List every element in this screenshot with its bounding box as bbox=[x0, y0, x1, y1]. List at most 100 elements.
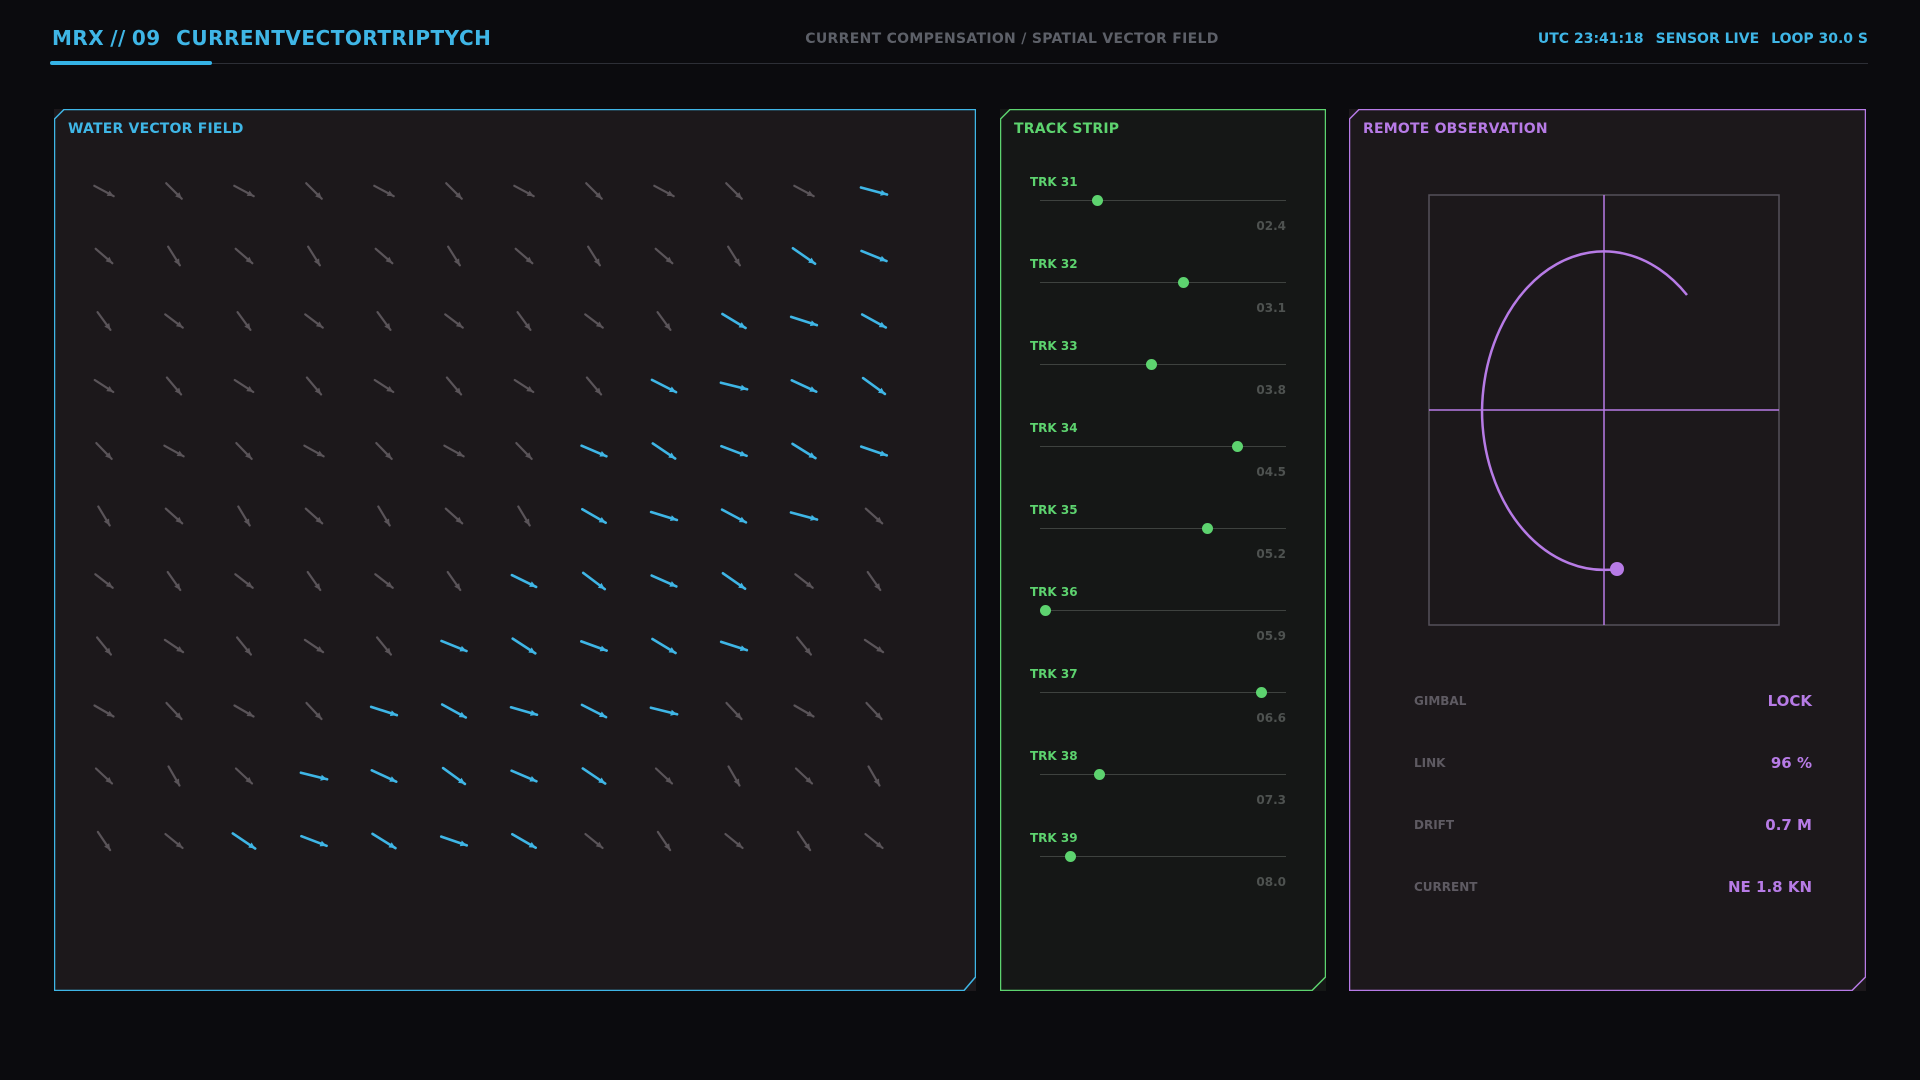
vector-arrow bbox=[93, 378, 115, 394]
vector-arrow-active bbox=[791, 246, 817, 266]
vector-arrow-active bbox=[860, 249, 888, 263]
vector-arrow bbox=[94, 573, 114, 589]
vector-arrow bbox=[165, 376, 183, 396]
header-bar: MRX//09 CURRENTVECTORTRIPTYCH CURRENT CO… bbox=[50, 0, 1868, 66]
brand-code: MRX bbox=[52, 26, 105, 50]
loop-timer: LOOP 30.0 S bbox=[1771, 31, 1868, 47]
track-value: 03.1 bbox=[1256, 301, 1286, 315]
vector-field bbox=[93, 182, 889, 852]
track-panel-frame bbox=[1000, 109, 1326, 991]
vector-panel-frame bbox=[54, 109, 976, 991]
vector-arrow bbox=[866, 570, 882, 592]
vector-arrow-active bbox=[300, 834, 328, 848]
vector-arrow bbox=[654, 247, 674, 265]
track-row: TRK 34 04.5 bbox=[1000, 421, 1326, 503]
vector-arrow bbox=[234, 247, 254, 265]
track-label: TRK 33 bbox=[1030, 339, 1078, 353]
vector-arrow-active bbox=[581, 767, 607, 785]
vector-arrow bbox=[724, 832, 744, 850]
app-title: MRX//09 CURRENTVECTORTRIPTYCH bbox=[52, 26, 491, 50]
vector-arrow-active bbox=[859, 445, 889, 457]
track-slider-handle[interactable] bbox=[1039, 605, 1051, 616]
track-rail bbox=[1040, 610, 1286, 611]
vector-arrow bbox=[95, 636, 113, 656]
stat-value: NE 1.8 KN bbox=[1728, 878, 1812, 896]
vector-arrow bbox=[234, 573, 254, 589]
track-row: TRK 36 05.9 bbox=[1000, 585, 1326, 667]
vector-arrow bbox=[513, 184, 535, 198]
utc-clock: UTC 23:41:18 bbox=[1537, 31, 1644, 47]
vector-arrow bbox=[305, 182, 323, 200]
drift-position-marker bbox=[1610, 562, 1624, 576]
track-slider-handle[interactable] bbox=[1064, 851, 1076, 862]
vector-arrow bbox=[796, 830, 812, 852]
vector-arrow bbox=[93, 704, 115, 718]
vector-arrow-active bbox=[299, 771, 329, 781]
track-row: TRK 37 06.6 bbox=[1000, 667, 1326, 749]
vector-arrow bbox=[233, 378, 255, 394]
vector-arrow bbox=[377, 505, 391, 527]
remote-panel-title: REMOTE OBSERVATION bbox=[1363, 121, 1548, 137]
vector-arrow-active bbox=[580, 703, 608, 719]
vector-arrow bbox=[443, 444, 465, 458]
vector-arrow bbox=[236, 311, 252, 331]
track-slider-handle[interactable] bbox=[1256, 687, 1268, 698]
track-slider-handle[interactable] bbox=[1231, 441, 1243, 452]
vector-arrow bbox=[167, 765, 181, 787]
sensor-status: SENSOR LIVE bbox=[1655, 31, 1760, 47]
stat-value: 96 % bbox=[1770, 754, 1812, 772]
vector-arrow-active bbox=[650, 378, 678, 394]
track-value: 04.5 bbox=[1256, 465, 1286, 479]
vector-arrow bbox=[727, 765, 741, 787]
vector-arrow bbox=[235, 441, 253, 461]
track-slider-handle[interactable] bbox=[1094, 769, 1106, 780]
vector-arrow bbox=[867, 765, 881, 787]
track-slider-handle[interactable] bbox=[1091, 195, 1103, 206]
remote-observation-panel: REMOTE OBSERVATION GIMBAL LOCK LINK 96 % DRI… bbox=[1349, 109, 1866, 991]
vector-arrow-active bbox=[440, 639, 468, 653]
track-row: TRK 38 07.3 bbox=[1000, 749, 1326, 831]
vector-arrow bbox=[303, 638, 325, 654]
vector-arrow bbox=[93, 184, 115, 198]
track-slider-handle[interactable] bbox=[1145, 359, 1157, 370]
track-rail bbox=[1040, 200, 1286, 201]
track-slider-handle[interactable] bbox=[1202, 523, 1214, 534]
stat-key: GIMBAL bbox=[1414, 694, 1467, 708]
track-row: TRK 39 08.0 bbox=[1000, 831, 1326, 913]
vector-arrow bbox=[654, 767, 674, 785]
vector-arrow bbox=[516, 311, 532, 331]
vector-arrow bbox=[163, 638, 185, 654]
vector-arrow-active bbox=[231, 832, 257, 850]
stat-value: 0.7 M bbox=[1765, 816, 1812, 834]
vector-arrow-active bbox=[860, 313, 888, 329]
vector-arrow-active bbox=[509, 705, 539, 717]
brand-separator: // bbox=[110, 26, 126, 50]
vector-arrow-active bbox=[721, 571, 747, 591]
vector-arrow-active bbox=[580, 640, 608, 652]
vector-arrow bbox=[164, 832, 184, 850]
vector-arrow-active bbox=[581, 571, 607, 591]
observation-scope bbox=[1428, 194, 1780, 626]
vector-arrow bbox=[793, 184, 815, 198]
vector-arrow bbox=[307, 245, 321, 267]
vector-arrow bbox=[166, 570, 182, 592]
track-value: 05.2 bbox=[1256, 547, 1286, 561]
track-slider-handle[interactable] bbox=[1177, 277, 1189, 288]
vector-arrow bbox=[444, 507, 464, 525]
track-rail bbox=[1040, 282, 1286, 283]
vector-arrow bbox=[234, 767, 254, 785]
track-label: TRK 39 bbox=[1030, 831, 1078, 845]
vector-arrow bbox=[513, 378, 535, 394]
vector-arrow bbox=[303, 444, 325, 458]
vector-arrow-active bbox=[861, 376, 887, 396]
vector-arrow bbox=[373, 184, 395, 198]
vector-arrow-active bbox=[789, 511, 819, 521]
vector-arrow bbox=[235, 636, 253, 656]
stat-row: DRIFT 0.7 M bbox=[1414, 814, 1812, 836]
track-value: 06.6 bbox=[1256, 711, 1286, 725]
status-readout: UTC 23:41:18 SENSOR LIVE LOOP 30.0 S bbox=[1526, 31, 1868, 47]
brand-name: CURRENTVECTORTRIPTYCH bbox=[176, 26, 492, 50]
vector-arrow bbox=[304, 313, 324, 329]
vector-arrow bbox=[165, 701, 183, 721]
vector-arrow bbox=[375, 636, 393, 656]
